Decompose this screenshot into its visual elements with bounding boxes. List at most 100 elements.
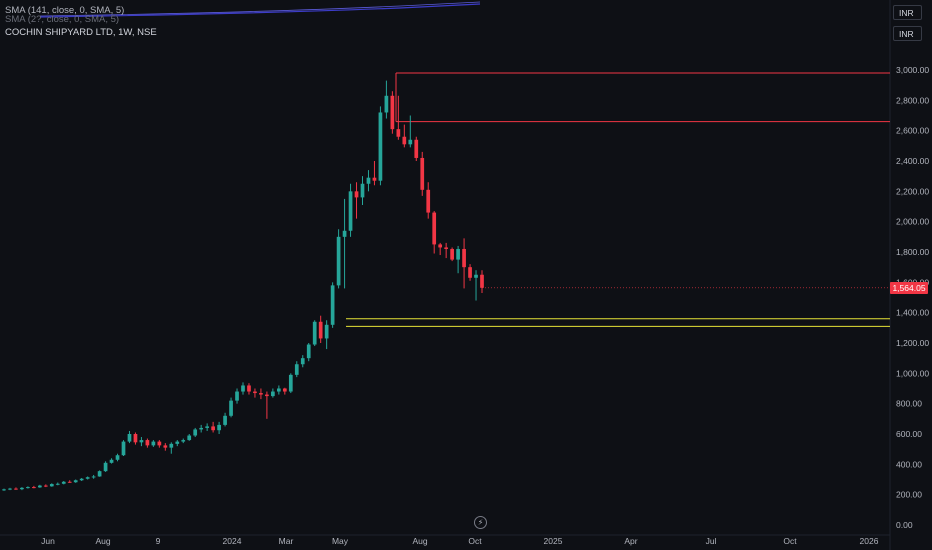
candle[interactable]: [193, 429, 198, 436]
candle[interactable]: [85, 477, 90, 479]
time-tick-label: Aug: [95, 536, 110, 546]
candle[interactable]: [61, 481, 66, 484]
candle[interactable]: [223, 415, 227, 425]
candle[interactable]: [402, 136, 407, 145]
candle[interactable]: [366, 177, 371, 184]
candle[interactable]: [235, 391, 239, 401]
candle[interactable]: [384, 95, 389, 113]
candle[interactable]: [438, 244, 443, 248]
candle[interactable]: [330, 285, 335, 325]
candle[interactable]: [336, 236, 341, 286]
candle[interactable]: [175, 441, 180, 444]
candle[interactable]: [462, 248, 466, 268]
candle[interactable]: [181, 440, 186, 442]
candle[interactable]: [133, 434, 138, 443]
candle[interactable]: [229, 400, 233, 416]
candle[interactable]: [432, 212, 437, 245]
candle[interactable]: [26, 487, 30, 489]
sma-line-2: [39, 1, 481, 17]
candle[interactable]: [73, 480, 78, 483]
candle[interactable]: [115, 455, 120, 460]
price-tick-label: 2,600.00: [896, 126, 929, 136]
candle[interactable]: [426, 189, 431, 213]
candle[interactable]: [169, 443, 174, 448]
candle[interactable]: [32, 487, 36, 489]
candle[interactable]: [276, 388, 281, 392]
candle[interactable]: [312, 321, 317, 345]
candle[interactable]: [55, 483, 60, 485]
candle[interactable]: [378, 112, 383, 181]
candle[interactable]: [271, 391, 275, 397]
candle[interactable]: [474, 274, 478, 278]
candle[interactable]: [67, 481, 72, 483]
candle[interactable]: [450, 248, 454, 260]
candle[interactable]: [8, 488, 12, 490]
candle[interactable]: [324, 324, 329, 339]
sma-legend-label-2[interactable]: SMA (2?, close, 0, SMA, 5): [5, 14, 120, 25]
sma-legend-label[interactable]: SMA (141, close, 0, SMA, 5): [5, 5, 125, 16]
candle[interactable]: [241, 385, 245, 392]
candle[interactable]: [408, 139, 413, 145]
price-tick-label: 2,000.00: [896, 217, 929, 227]
candle[interactable]: [187, 435, 192, 441]
candle[interactable]: [199, 427, 204, 430]
candle[interactable]: [97, 471, 102, 477]
candle[interactable]: [480, 274, 484, 288]
candle[interactable]: [396, 129, 401, 137]
candle[interactable]: [79, 478, 84, 481]
candle[interactable]: [420, 157, 425, 190]
candle[interactable]: [414, 139, 419, 158]
candle[interactable]: [14, 488, 18, 490]
candle[interactable]: [300, 358, 305, 365]
candle[interactable]: [360, 183, 365, 198]
price-tick-label: 1,200.00: [896, 338, 929, 348]
candle[interactable]: [2, 489, 6, 491]
candle[interactable]: [157, 441, 162, 446]
candle[interactable]: [163, 445, 168, 448]
candle[interactable]: [306, 344, 311, 359]
candle[interactable]: [294, 364, 299, 375]
candle[interactable]: [91, 476, 96, 478]
price-tick-label: 800.00: [896, 399, 922, 409]
lightning-icon[interactable]: ⚡: [474, 516, 487, 529]
candle[interactable]: [211, 426, 215, 431]
sma-line: [39, 3, 481, 18]
time-tick-label: May: [332, 536, 349, 546]
time-tick-label: Jun: [41, 536, 55, 546]
candle[interactable]: [288, 374, 293, 392]
candle[interactable]: [318, 321, 323, 339]
candle[interactable]: [456, 248, 460, 260]
candle[interactable]: [468, 267, 472, 278]
candle[interactable]: [259, 393, 263, 395]
candle[interactable]: [253, 391, 257, 394]
price-tick-label: 400.00: [896, 459, 922, 469]
candle[interactable]: [342, 230, 347, 237]
candle[interactable]: [121, 441, 126, 456]
candle[interactable]: [247, 385, 251, 392]
candle[interactable]: [372, 177, 377, 181]
candle[interactable]: [145, 440, 150, 446]
candle[interactable]: [103, 462, 108, 472]
candle[interactable]: [37, 485, 42, 488]
candle[interactable]: [217, 424, 221, 431]
candle[interactable]: [109, 459, 114, 463]
candle[interactable]: [49, 484, 54, 487]
candle[interactable]: [390, 95, 395, 130]
candle[interactable]: [127, 434, 132, 442]
price-tick-label: 1,000.00: [896, 368, 929, 378]
candle[interactable]: [151, 441, 156, 446]
candle[interactable]: [205, 426, 210, 428]
candle[interactable]: [348, 191, 353, 231]
candle[interactable]: [43, 485, 48, 487]
candle[interactable]: [282, 388, 287, 392]
candle[interactable]: [139, 440, 144, 443]
price-tick-label: 600.00: [896, 429, 922, 439]
candle[interactable]: [20, 487, 24, 490]
currency-button[interactable]: INR: [893, 26, 922, 41]
currency-button-top[interactable]: INR: [893, 5, 922, 20]
candle[interactable]: [354, 191, 359, 198]
candle[interactable]: [265, 394, 269, 397]
time-tick-label: Jul: [706, 536, 717, 546]
candle[interactable]: [444, 247, 449, 249]
